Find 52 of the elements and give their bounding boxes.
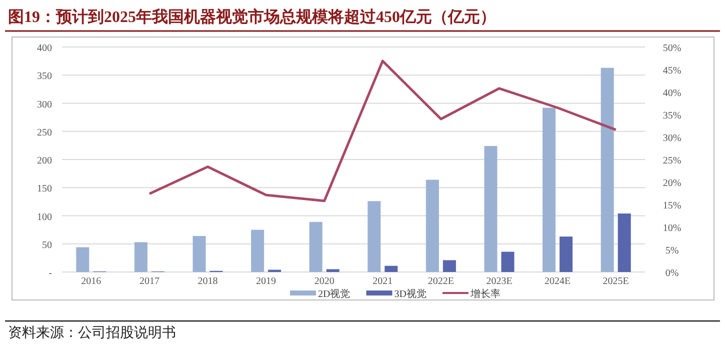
bar bbox=[309, 222, 322, 272]
y2-tick-label: 45% bbox=[662, 66, 682, 76]
bar bbox=[251, 230, 264, 272]
bar bbox=[384, 266, 398, 272]
x-tick-label: 2022E bbox=[428, 276, 454, 287]
bar bbox=[442, 260, 456, 272]
bar bbox=[618, 214, 631, 272]
y-tick-label: 200 bbox=[37, 156, 52, 166]
y2-tick-label: 35% bbox=[662, 110, 682, 122]
legend-label: 增长率 bbox=[469, 288, 500, 300]
y2-tick-label: 20% bbox=[662, 178, 682, 189]
legend-label: 2D视觉 bbox=[318, 288, 350, 300]
y-tick-label: 250 bbox=[37, 127, 52, 138]
y-tick-label: 150 bbox=[37, 184, 52, 195]
x-tick-label: 2019 bbox=[256, 276, 276, 287]
y-tick-label: 100 bbox=[37, 212, 52, 223]
bar bbox=[326, 269, 340, 272]
x-tick-label: 2021 bbox=[372, 276, 393, 287]
text: 资料来源：公司招股说明书 bbox=[8, 325, 176, 341]
y-tick-label: - bbox=[48, 268, 52, 279]
x-tick-label: 2025E bbox=[602, 276, 629, 287]
x-tick-label: 2016 bbox=[81, 276, 102, 287]
y2-tick-label: 10% bbox=[662, 223, 682, 234]
line-series bbox=[148, 60, 618, 202]
bar bbox=[484, 146, 498, 272]
y-tick-label: 300 bbox=[37, 99, 52, 110]
y2-tick-label: 40% bbox=[662, 88, 682, 99]
y2-tick-label: 0% bbox=[665, 268, 679, 279]
bar bbox=[560, 236, 573, 272]
chart-title: 图19：预计到2025年我国机器视觉市场总规模将超过450亿元（亿元） bbox=[8, 8, 496, 26]
x-tick-label: 2023E bbox=[486, 276, 512, 287]
y2-tick-label: 15% bbox=[662, 200, 682, 212]
y-tick-label: 350 bbox=[37, 71, 52, 82]
bar bbox=[501, 252, 514, 272]
x-tick-label: 2020 bbox=[314, 276, 334, 287]
bar bbox=[192, 236, 206, 272]
x-tick-label: 2017 bbox=[139, 276, 160, 287]
y-tick-label: 400 bbox=[37, 43, 52, 54]
y2-tick-label: 25% bbox=[662, 156, 682, 166]
y-tick-label: 50 bbox=[42, 240, 52, 251]
y2-tick-label: 5% bbox=[665, 246, 679, 256]
legend-label: 3D视觉 bbox=[394, 288, 426, 300]
bar bbox=[134, 242, 148, 272]
x-tick-label: 2024E bbox=[544, 276, 571, 287]
bar bbox=[368, 201, 381, 272]
bar bbox=[600, 68, 614, 272]
bar bbox=[542, 108, 556, 272]
bar bbox=[426, 180, 439, 272]
bar bbox=[76, 247, 90, 272]
y2-tick-label: 30% bbox=[662, 133, 682, 144]
y2-tick-label: 50% bbox=[662, 43, 682, 54]
x-tick-label: 2018 bbox=[198, 276, 218, 287]
